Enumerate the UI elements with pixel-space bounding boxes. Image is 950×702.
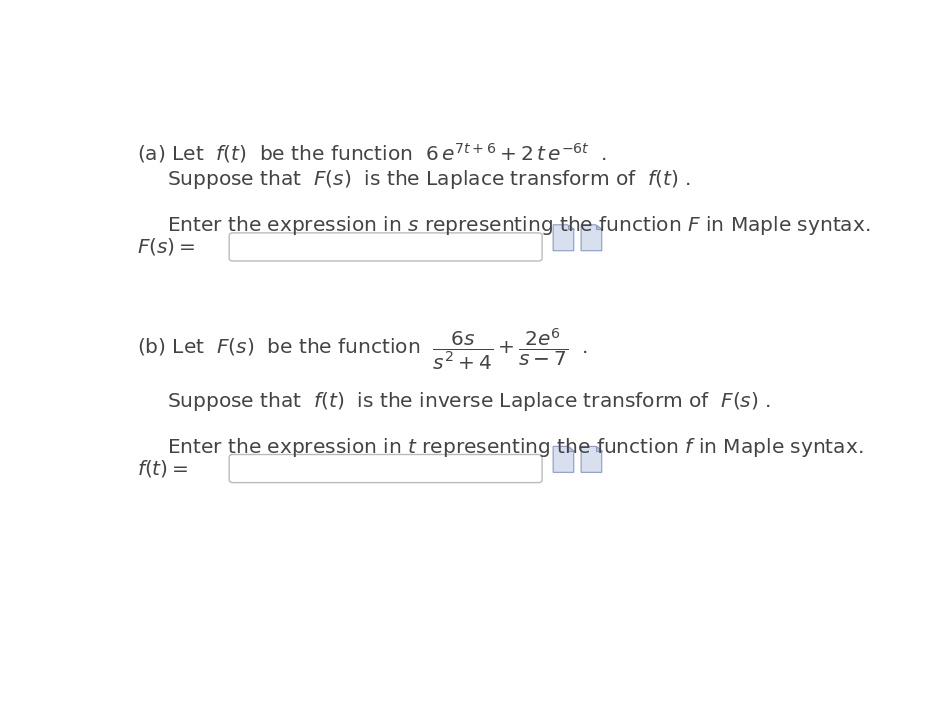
Text: Enter the expression in $s$ representing the function $F$ in Maple syntax.: Enter the expression in $s$ representing… (166, 214, 870, 237)
FancyBboxPatch shape (229, 454, 542, 482)
Polygon shape (596, 446, 601, 451)
Text: $f(t) =$: $f(t) =$ (137, 458, 188, 479)
Polygon shape (553, 225, 574, 251)
Text: (b) Let  $F(s)$  be the function  $\dfrac{6s}{s^2+4} + \dfrac{2e^6}{s-7}$  .: (b) Let $F(s)$ be the function $\dfrac{6… (137, 326, 588, 372)
FancyBboxPatch shape (229, 233, 542, 261)
Polygon shape (553, 446, 574, 472)
Text: (a) Let  $f(t)$  be the function  $6\,e^{7t+6}+2\,t\,e^{-6t}$  .: (a) Let $f(t)$ be the function $6\,e^{7t… (137, 141, 607, 165)
Polygon shape (581, 446, 601, 472)
Text: Suppose that  $F(s)$  is the Laplace transform of  $f(t)$ .: Suppose that $F(s)$ is the Laplace trans… (166, 168, 691, 191)
Text: Enter the expression in $t$ representing the function $f$ in Maple syntax.: Enter the expression in $t$ representing… (166, 435, 863, 458)
Polygon shape (567, 225, 574, 230)
Polygon shape (596, 225, 601, 230)
Text: Suppose that  $f(t)$  is the inverse Laplace transform of  $F(s)$ .: Suppose that $f(t)$ is the inverse Lapla… (166, 390, 770, 413)
Polygon shape (567, 446, 574, 451)
Text: $F(s) =$: $F(s) =$ (137, 236, 196, 257)
Polygon shape (581, 225, 601, 251)
